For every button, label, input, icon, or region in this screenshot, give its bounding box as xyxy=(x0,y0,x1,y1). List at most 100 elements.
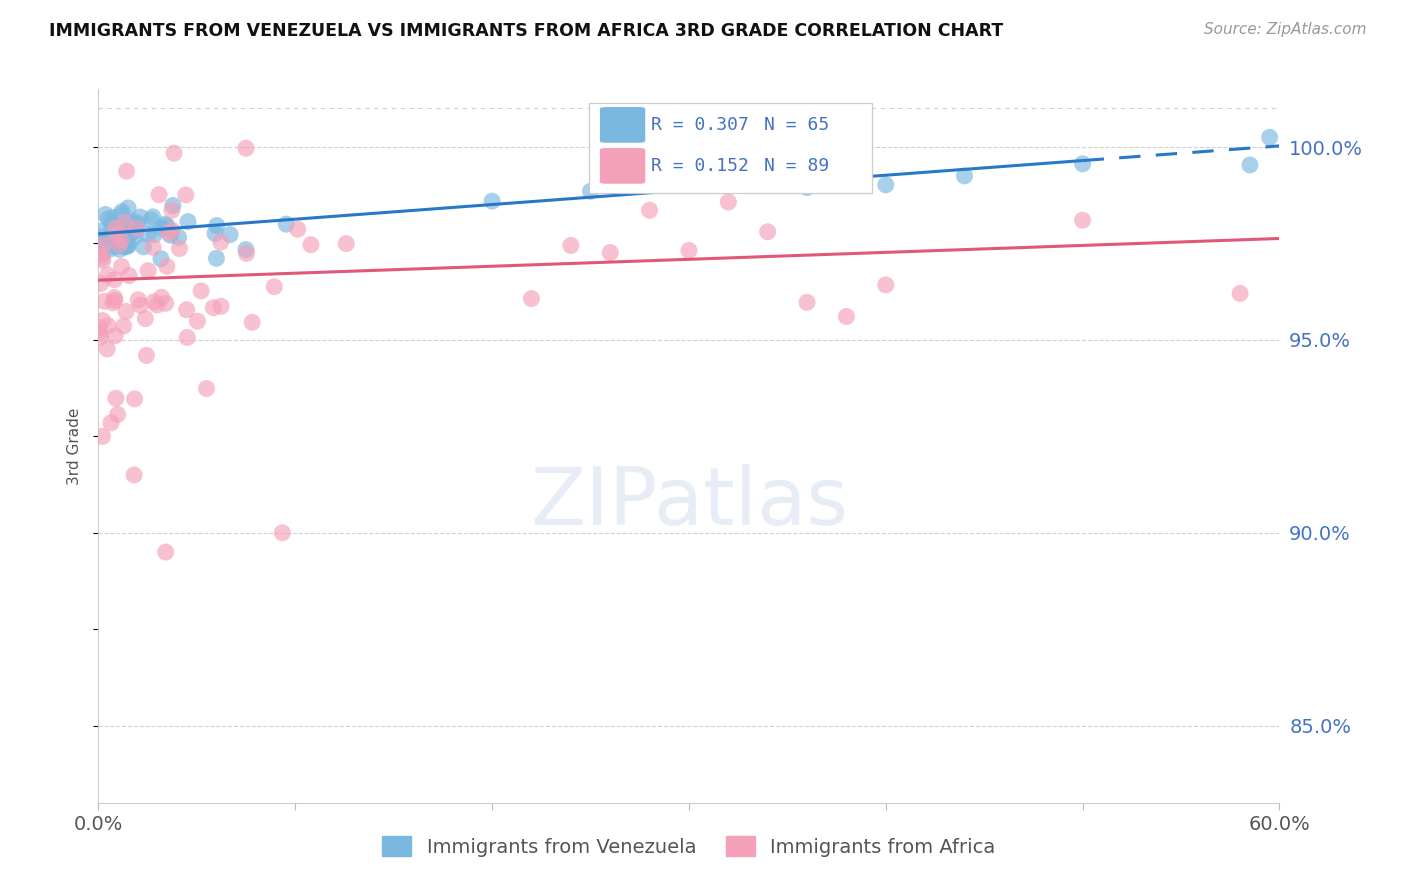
Point xyxy=(209,235,232,249)
Point xyxy=(875,277,897,292)
Point xyxy=(737,178,759,192)
Point xyxy=(135,348,157,362)
Point xyxy=(117,239,139,253)
Point xyxy=(520,292,543,306)
Point xyxy=(107,408,129,422)
Point xyxy=(678,244,700,258)
Point xyxy=(176,302,198,317)
Point xyxy=(136,263,159,277)
Point xyxy=(142,240,165,254)
Point xyxy=(599,245,621,260)
Point xyxy=(96,342,118,356)
Point xyxy=(97,211,120,226)
Point xyxy=(110,207,132,221)
Point xyxy=(97,268,120,282)
Point xyxy=(481,194,503,208)
Point xyxy=(163,146,186,161)
Point xyxy=(136,227,159,242)
Point xyxy=(159,228,181,243)
Point xyxy=(90,229,112,244)
Point xyxy=(100,416,122,430)
Point xyxy=(240,315,263,329)
Point xyxy=(153,217,176,231)
Point xyxy=(114,216,136,230)
Point xyxy=(104,239,127,253)
Point xyxy=(104,328,127,343)
Point xyxy=(98,242,121,256)
Point xyxy=(114,239,136,253)
Point xyxy=(108,243,131,257)
Point xyxy=(149,252,172,266)
Point xyxy=(108,237,131,252)
Point xyxy=(91,429,114,443)
Point xyxy=(756,225,779,239)
Point xyxy=(89,245,111,260)
Point xyxy=(1071,213,1094,227)
Point xyxy=(91,251,114,265)
Point xyxy=(150,290,173,304)
Point xyxy=(103,273,125,287)
Point xyxy=(142,294,165,309)
Point xyxy=(122,467,145,482)
Point xyxy=(953,169,976,183)
Point xyxy=(560,238,582,252)
Point xyxy=(148,187,170,202)
Point xyxy=(129,298,152,312)
Point xyxy=(104,391,127,405)
Point xyxy=(121,217,143,231)
Point xyxy=(263,279,285,293)
Point xyxy=(97,318,120,333)
Point xyxy=(167,230,190,244)
Point xyxy=(235,243,257,257)
Point xyxy=(169,242,191,256)
Point xyxy=(190,284,212,298)
Point xyxy=(287,222,309,236)
Point xyxy=(1239,158,1261,172)
Point xyxy=(155,545,177,559)
Point xyxy=(177,214,200,228)
Point xyxy=(150,221,173,235)
Point xyxy=(143,227,166,242)
Point xyxy=(89,277,111,291)
Point xyxy=(139,213,162,227)
Point xyxy=(120,226,142,240)
Point xyxy=(89,326,111,340)
Point xyxy=(127,293,149,307)
Point xyxy=(186,314,208,328)
Point xyxy=(103,211,125,225)
Point xyxy=(127,216,149,230)
Point xyxy=(112,318,135,333)
Point xyxy=(132,240,155,254)
Point xyxy=(110,235,132,249)
Point xyxy=(91,224,114,238)
Point xyxy=(579,184,602,198)
Point xyxy=(110,218,132,232)
Point xyxy=(875,178,897,192)
Point xyxy=(125,221,148,235)
Point xyxy=(155,296,177,310)
Point xyxy=(156,219,179,233)
Point xyxy=(115,304,138,318)
Point xyxy=(118,217,141,231)
Point xyxy=(91,247,114,261)
Point xyxy=(104,227,127,242)
Point xyxy=(160,223,183,237)
Point xyxy=(717,195,740,210)
Point xyxy=(209,299,232,313)
Point xyxy=(835,310,858,324)
Point xyxy=(205,219,228,233)
Point xyxy=(117,201,139,215)
Point xyxy=(271,525,294,540)
Point xyxy=(98,230,121,244)
Point xyxy=(124,219,146,234)
Point xyxy=(276,217,298,231)
Text: IMMIGRANTS FROM VENEZUELA VS IMMIGRANTS FROM AFRICA 3RD GRADE CORRELATION CHART: IMMIGRANTS FROM VENEZUELA VS IMMIGRANTS … xyxy=(49,22,1004,40)
Point xyxy=(195,382,218,396)
Point xyxy=(100,218,122,232)
Point xyxy=(111,204,134,219)
Point xyxy=(89,330,111,344)
Point xyxy=(93,294,115,309)
Point xyxy=(101,295,124,310)
Point xyxy=(115,164,138,178)
Point xyxy=(205,252,228,266)
